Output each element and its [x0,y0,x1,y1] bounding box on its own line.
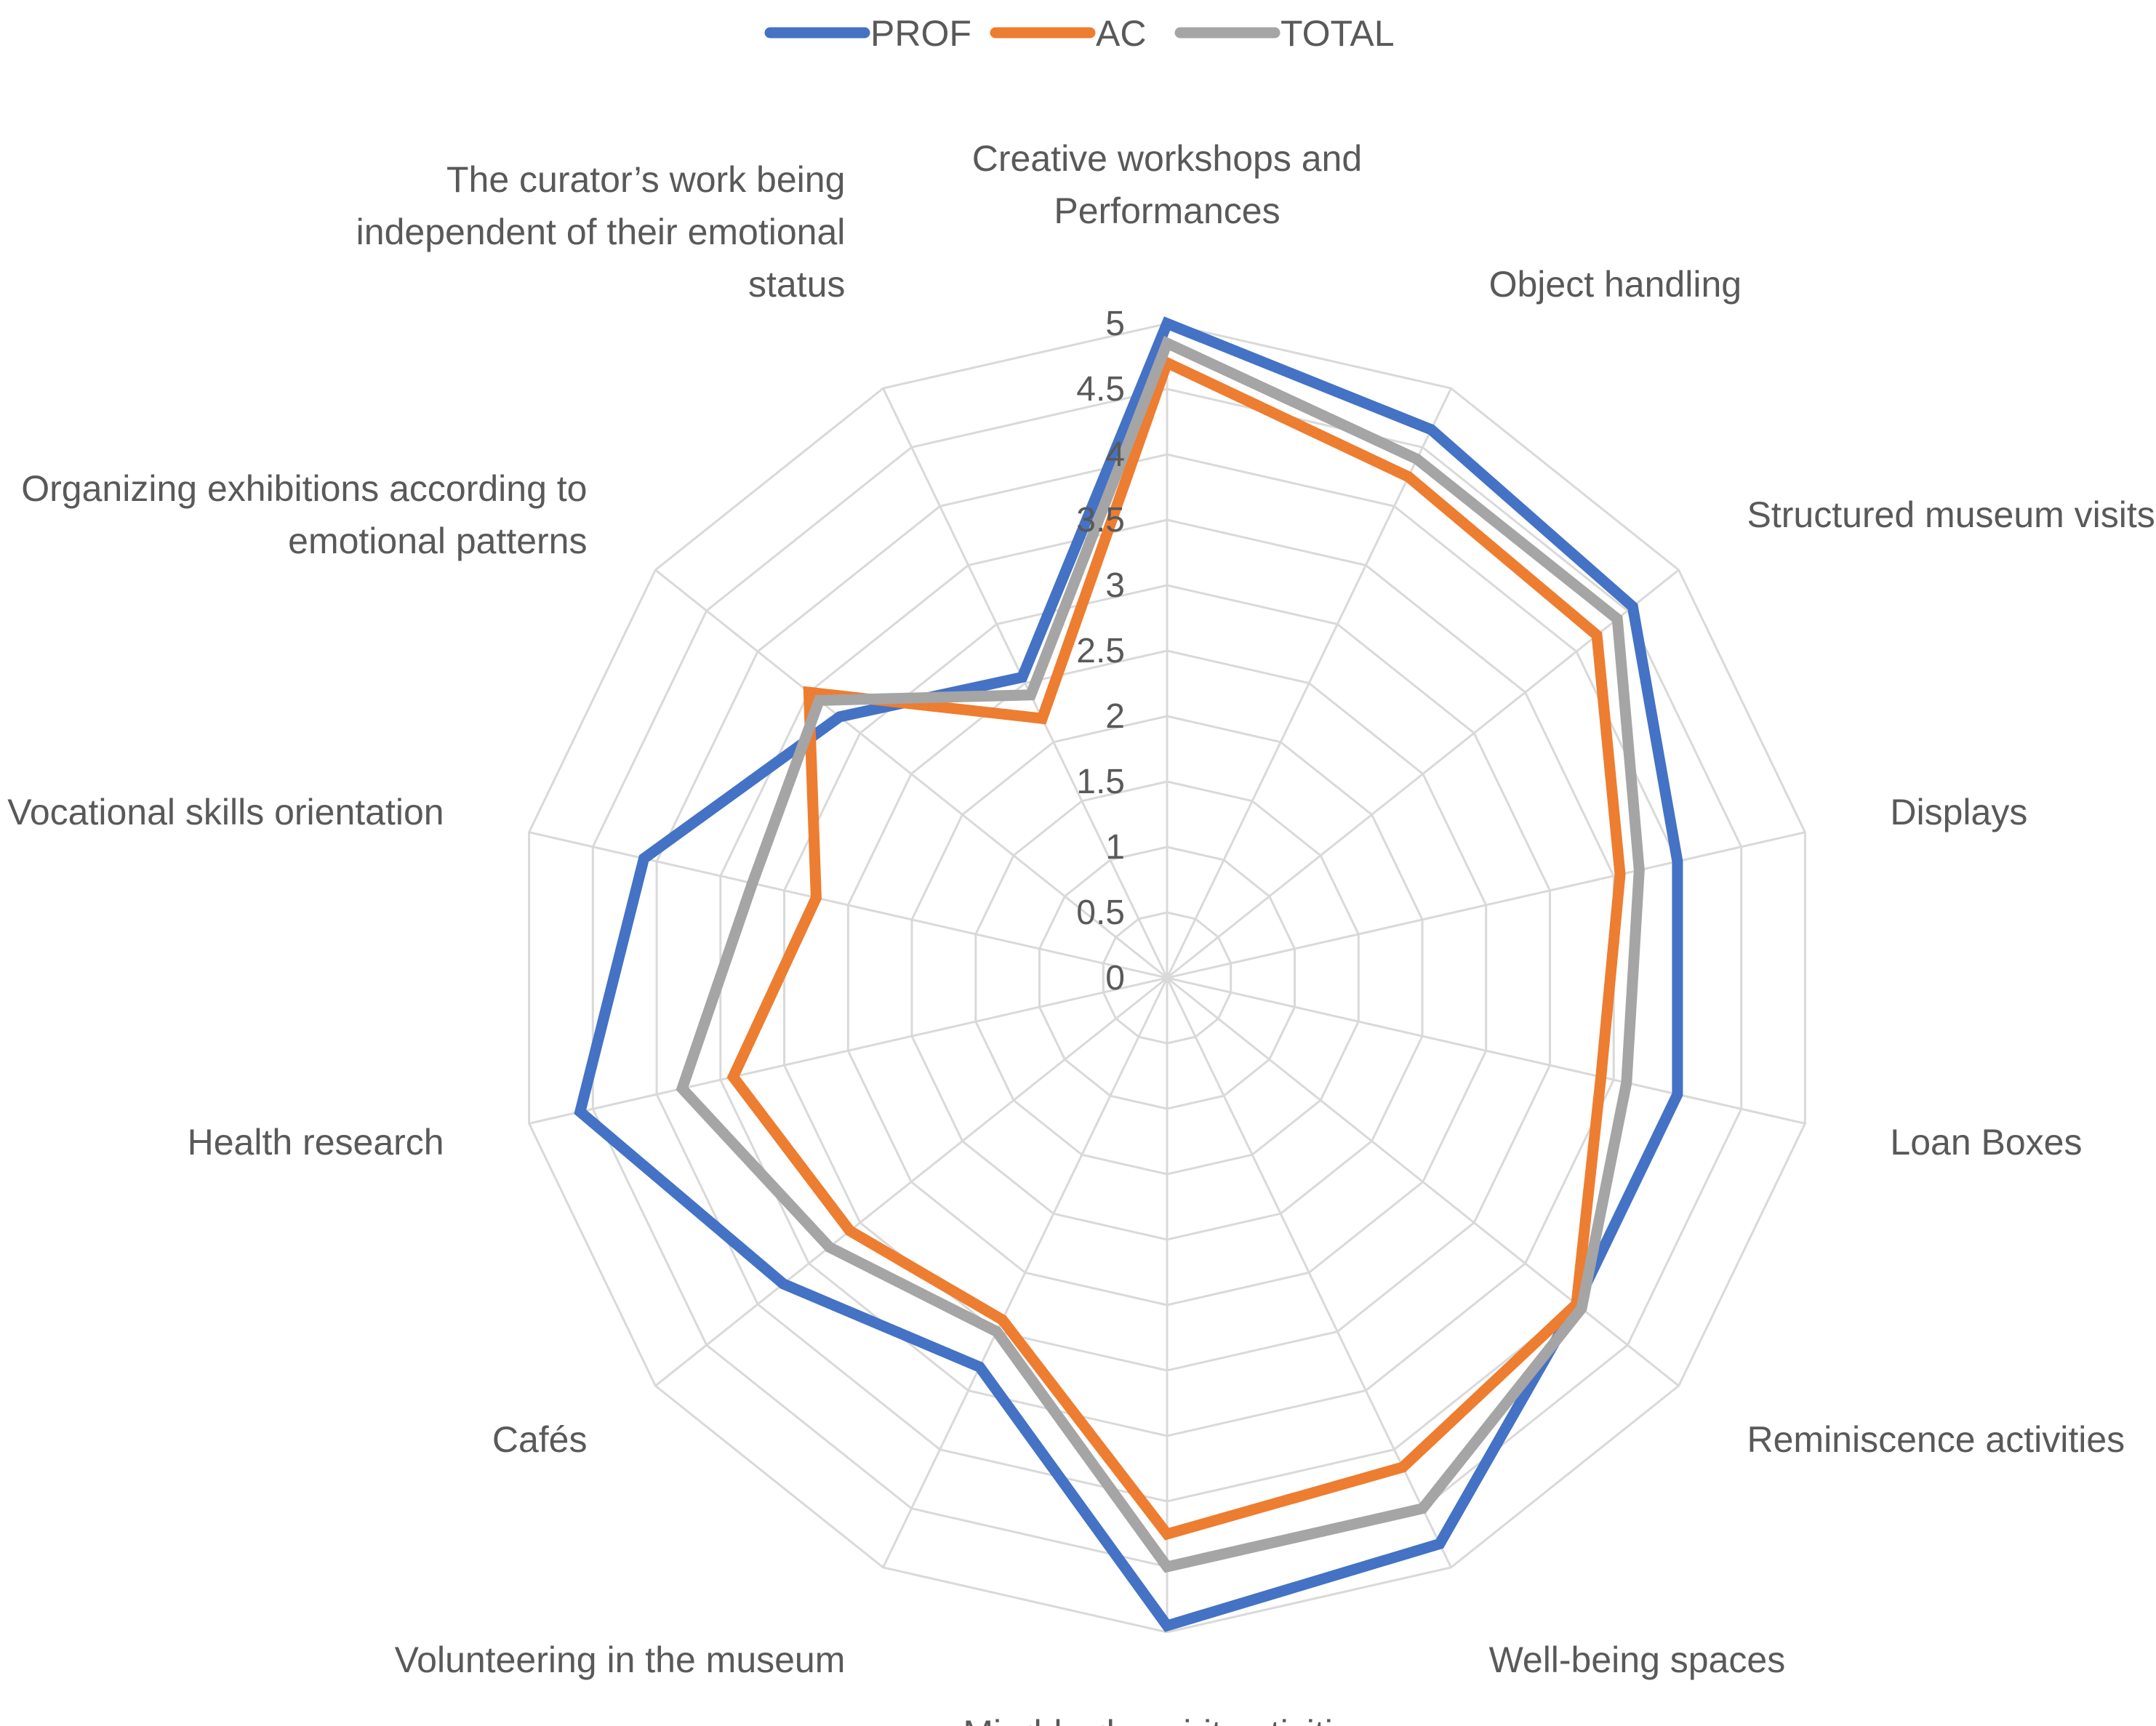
axis-tick-label: 0 [1105,959,1125,998]
category-label: Displays [1890,792,2027,832]
axis-spoke [1166,831,1806,979]
axis-tick-label: 2.5 [1076,632,1125,670]
category-label: Loan Boxes [1890,1122,2082,1163]
tick-labels: 0 0.5 1 1.5 2 2.5 3 3.5 4 4.5 5 [1076,305,1125,998]
axis-spoke [654,976,1168,1387]
axis-spoke [1166,976,1806,1125]
category-label: Organizing exhibitions according to emoti… [21,468,587,561]
category-label: Mind-body-spirit activities [963,1713,1371,1726]
legend-label-ac: AC [1096,13,1146,54]
series-layer [574,316,1683,1632]
category-label: Reminiscence activities [1747,1419,2125,1460]
series-prof-line [574,316,1683,1632]
axis-tick-label: 1 [1105,828,1125,867]
legend: PROF AC TOTAL [764,13,1395,54]
axis-tick-label: 4 [1105,435,1125,474]
series-total-line [676,335,1645,1573]
axis-tick-label: 3.5 [1076,501,1125,539]
category-label: Object handling [1489,264,1742,305]
category-label: Cafés [492,1419,588,1460]
category-label: Well-being spaces [1489,1639,1786,1680]
axis-spoke [882,388,1169,979]
axis-spoke [1166,388,1452,979]
axis-tick-label: 1.5 [1076,763,1125,801]
category-label: Vocational skills orientation [7,792,444,832]
category-label: Creative workshops and Performances [972,138,1362,231]
category-label: The curator’s work being independent of t… [356,159,846,305]
axis-spoke [1166,569,1680,979]
axis-tick-label: 3 [1105,566,1125,605]
category-labels: Creative workshops and Performances Object… [7,138,2155,1726]
axis-spoke [882,977,1169,1568]
axis-tick-label: 4.5 [1076,370,1125,409]
axis-tick-label: 2 [1105,697,1125,736]
legend-label-prof: PROF [870,13,971,54]
category-label: Volunteering in the museum [395,1639,846,1680]
axis-tick-label: 5 [1105,305,1125,343]
axis-tick-label: 0.5 [1076,894,1125,932]
axis-spoke [529,976,1168,1125]
axis-spoke [529,831,1168,979]
category-label: Structured museum visits [1747,494,2155,535]
axis-spoke [654,569,1168,979]
series-ac-line [726,355,1626,1541]
legend-label-total: TOTAL [1281,13,1395,54]
axis-spoke [1166,976,1680,1387]
category-label: Health research [188,1122,444,1163]
